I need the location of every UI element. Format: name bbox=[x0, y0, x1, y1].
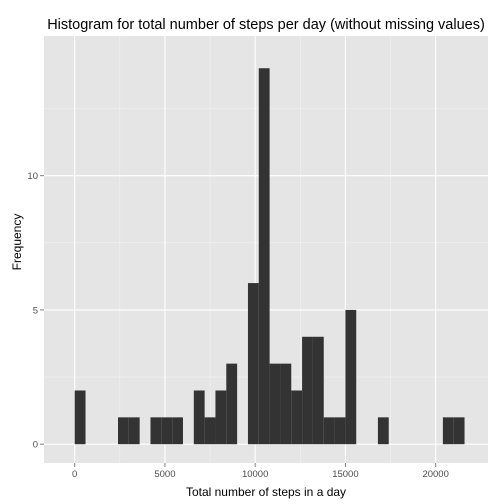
histogram-bar bbox=[334, 417, 346, 445]
histogram-bar bbox=[74, 390, 86, 445]
histogram-bar bbox=[226, 363, 238, 445]
y-tick-label: 5 bbox=[33, 305, 38, 316]
histogram-bar bbox=[269, 363, 281, 445]
x-tick-label: 10000 bbox=[242, 469, 268, 480]
x-tick-label: 0 bbox=[72, 469, 77, 480]
y-tick-label: 10 bbox=[27, 171, 38, 182]
x-tick-label: 20000 bbox=[422, 469, 448, 480]
histogram-bars bbox=[74, 68, 465, 445]
histogram-bar bbox=[161, 417, 173, 445]
histogram-bar bbox=[258, 68, 270, 445]
x-axis-title: Total number of steps in a day bbox=[186, 485, 346, 499]
histogram-bar bbox=[118, 417, 129, 445]
chart-title: Histogram for total number of steps per … bbox=[47, 17, 485, 33]
y-tick-label: 0 bbox=[33, 440, 38, 451]
histogram-bar bbox=[128, 417, 140, 445]
histogram-bar bbox=[215, 390, 227, 445]
histogram-bar bbox=[453, 417, 465, 445]
axis-ticks: 0 5000 10000 15000 20000 0 5 10 bbox=[27, 171, 448, 480]
histogram-bar bbox=[312, 336, 324, 445]
histogram-bar bbox=[377, 417, 389, 445]
x-tick-label: 5000 bbox=[154, 469, 175, 480]
histogram-bar bbox=[291, 390, 303, 445]
x-tick-label: 15000 bbox=[332, 469, 358, 480]
histogram-bar bbox=[150, 417, 162, 445]
histogram-bar bbox=[280, 363, 292, 445]
histogram-bar bbox=[323, 417, 335, 445]
histogram-bar bbox=[302, 336, 313, 445]
histogram-bar bbox=[204, 417, 216, 445]
histogram-bar bbox=[442, 417, 454, 445]
histogram-bar bbox=[247, 283, 259, 445]
y-axis-title: Frequency bbox=[10, 214, 24, 271]
histogram-bar bbox=[172, 417, 183, 445]
histogram-bar bbox=[193, 390, 205, 445]
histogram-bar bbox=[345, 309, 357, 445]
